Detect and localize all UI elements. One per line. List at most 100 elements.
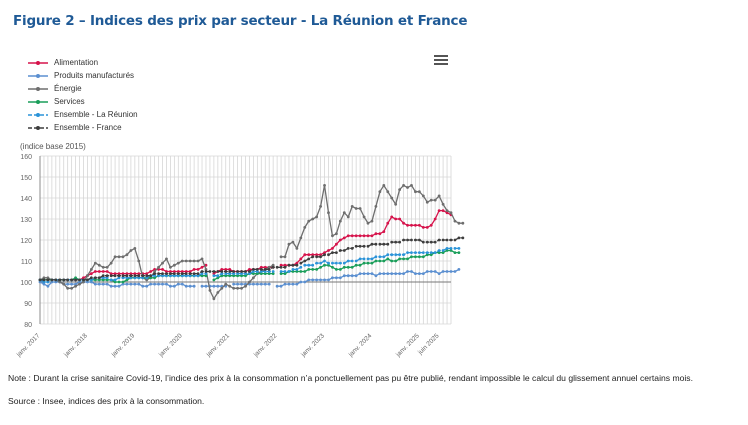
y-tick-label: 110 <box>21 259 32 266</box>
data-point <box>338 238 342 242</box>
data-point <box>228 284 232 288</box>
legend-item[interactable]: Ensemble - La Réunion <box>28 108 138 121</box>
data-point <box>429 223 433 227</box>
data-point <box>319 255 322 259</box>
data-point <box>425 240 429 244</box>
data-point <box>78 282 81 286</box>
data-point <box>121 272 125 275</box>
data-point <box>216 274 220 278</box>
data-point <box>275 284 279 288</box>
data-point <box>382 242 386 246</box>
legend-item[interactable]: Produits manufacturés <box>28 69 138 82</box>
data-point <box>346 274 350 278</box>
data-point <box>350 259 354 263</box>
data-point <box>386 272 390 275</box>
data-point <box>366 257 370 261</box>
data-point <box>354 207 358 210</box>
legend-item[interactable]: Services <box>28 95 138 108</box>
data-point <box>212 297 216 301</box>
data-point <box>410 255 413 259</box>
data-point <box>93 261 97 265</box>
data-point <box>117 272 121 275</box>
legend-item[interactable]: Ensemble - France <box>28 121 138 134</box>
data-point <box>414 238 417 242</box>
data-point <box>244 272 247 275</box>
data-point <box>378 232 382 236</box>
data-point <box>149 270 153 273</box>
data-point <box>89 278 93 282</box>
data-point <box>133 276 137 280</box>
data-point <box>220 286 224 290</box>
data-point <box>342 249 346 252</box>
data-point <box>97 263 101 267</box>
data-point <box>299 280 303 284</box>
data-point <box>449 270 453 273</box>
data-point <box>267 282 271 286</box>
x-tick-label: janv. 2025 <box>394 332 421 359</box>
data-point <box>212 272 216 275</box>
data-point <box>109 261 113 265</box>
data-point <box>433 270 437 273</box>
data-point <box>50 280 54 284</box>
data-point <box>378 242 382 246</box>
y-tick-label: 80 <box>24 322 32 329</box>
data-point <box>145 272 149 275</box>
data-point <box>334 268 338 271</box>
data-point <box>236 274 239 278</box>
data-point <box>429 253 433 257</box>
data-point <box>42 276 46 280</box>
data-point <box>441 249 445 252</box>
data-point <box>279 272 283 275</box>
data-point <box>437 272 441 275</box>
data-point <box>74 278 77 282</box>
data-point <box>394 253 398 257</box>
data-point <box>263 268 267 271</box>
data-point <box>425 253 429 257</box>
data-point <box>374 274 378 278</box>
data-point <box>263 270 267 273</box>
data-point <box>303 280 307 284</box>
data-point <box>192 272 196 275</box>
data-point <box>370 242 374 246</box>
data-point <box>216 276 220 280</box>
data-point <box>323 184 326 187</box>
data-point <box>133 247 137 250</box>
data-point <box>279 255 283 259</box>
data-point <box>402 184 405 187</box>
legend-label: Énergie <box>54 84 82 93</box>
data-point <box>449 211 453 215</box>
data-point <box>58 278 62 282</box>
data-point <box>244 284 247 288</box>
data-point <box>374 232 378 236</box>
data-point <box>125 272 129 275</box>
data-point <box>188 274 192 278</box>
data-point <box>441 238 445 242</box>
data-point <box>303 253 307 257</box>
data-point <box>378 259 382 263</box>
data-point <box>327 249 330 252</box>
legend-item[interactable]: Alimentation <box>28 56 138 69</box>
data-point <box>410 184 413 187</box>
data-point <box>216 284 220 288</box>
data-point <box>240 274 243 278</box>
data-point <box>157 272 160 275</box>
data-point <box>224 272 228 275</box>
data-point <box>406 238 409 242</box>
data-point <box>129 282 133 286</box>
data-point <box>283 270 287 273</box>
data-point <box>192 268 196 271</box>
data-point <box>161 261 164 265</box>
data-point <box>232 274 236 278</box>
data-point <box>42 282 46 286</box>
hamburger-menu-icon[interactable] <box>434 55 448 67</box>
data-point <box>125 253 129 257</box>
legend-item[interactable]: Énergie <box>28 82 138 95</box>
data-point <box>307 268 311 271</box>
data-point <box>315 278 319 282</box>
data-point <box>358 272 362 275</box>
data-point <box>338 276 342 280</box>
data-point <box>319 253 322 257</box>
data-point <box>287 282 291 286</box>
data-point <box>283 263 287 267</box>
legend-swatch-icon <box>28 98 48 106</box>
